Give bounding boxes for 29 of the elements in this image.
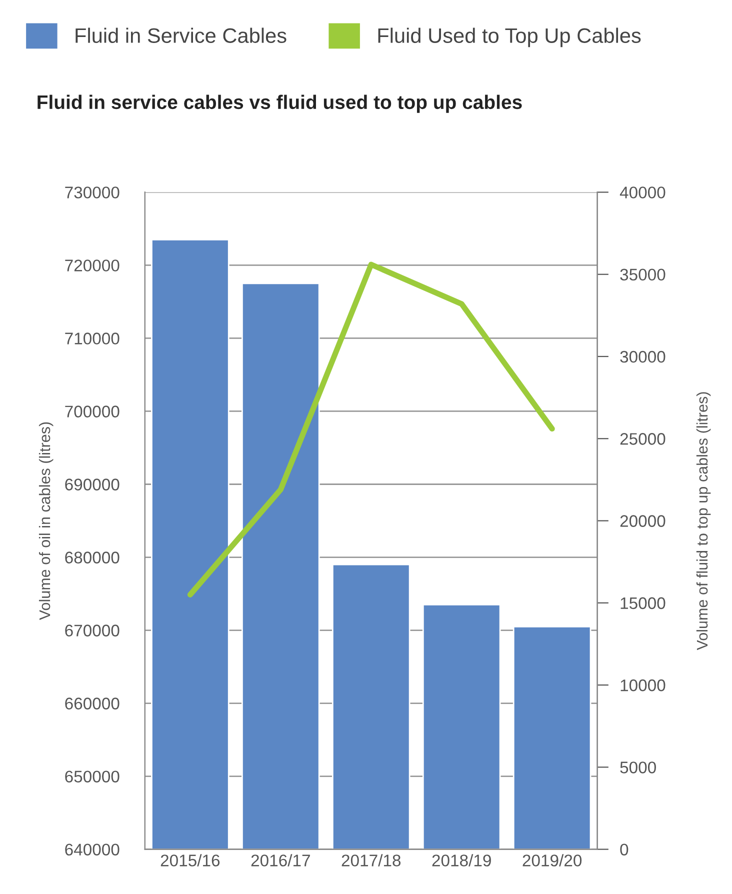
y-tick-label: 690000: [65, 478, 120, 490]
y-tick-label: 650000: [65, 770, 120, 782]
y-axis-title: Volume of oil in cables (litres): [38, 422, 54, 620]
y-tick-label: 700000: [65, 406, 120, 418]
y2-tick-label: 0: [620, 844, 628, 856]
y-tick-label: 710000: [65, 332, 120, 344]
y2-tick-label: 25000: [620, 433, 666, 445]
y-tick-label: 660000: [65, 698, 120, 710]
x-tick-label: 2015/16: [160, 854, 220, 866]
y-tick-label: 730000: [65, 186, 120, 198]
x-tick-label: 2018/19: [432, 854, 491, 866]
x-tick-label: 2019/20: [522, 854, 582, 866]
chart-title: Fluid in service cables vs fluid used to top up cables: [38, 94, 522, 113]
y-tick-label: 670000: [65, 624, 120, 636]
y2-tick-label: 30000: [620, 350, 666, 363]
y2-tick-label: 10000: [620, 679, 666, 692]
y-tick-label: 640000: [65, 844, 120, 856]
y2-tick-label: 15000: [620, 597, 666, 610]
y-tick-label: 720000: [65, 260, 120, 272]
y2-tick-label: 20000: [620, 515, 666, 527]
y-tick-label: 680000: [65, 552, 120, 564]
legend-label: Fluid in Service Cables: [76, 28, 286, 44]
y2-tick-label: 40000: [620, 186, 666, 198]
legend-label: Fluid Used to Top Up Cables: [378, 28, 641, 48]
x-tick-label: 2016/17: [251, 854, 310, 866]
y2-tick-label: 35000: [620, 268, 666, 281]
y2-axis-title: Volume of fluid to top up cables (litres): [696, 392, 711, 650]
x-tick-label: 2017/18: [342, 854, 401, 866]
y2-tick-label: 5000: [620, 762, 656, 774]
